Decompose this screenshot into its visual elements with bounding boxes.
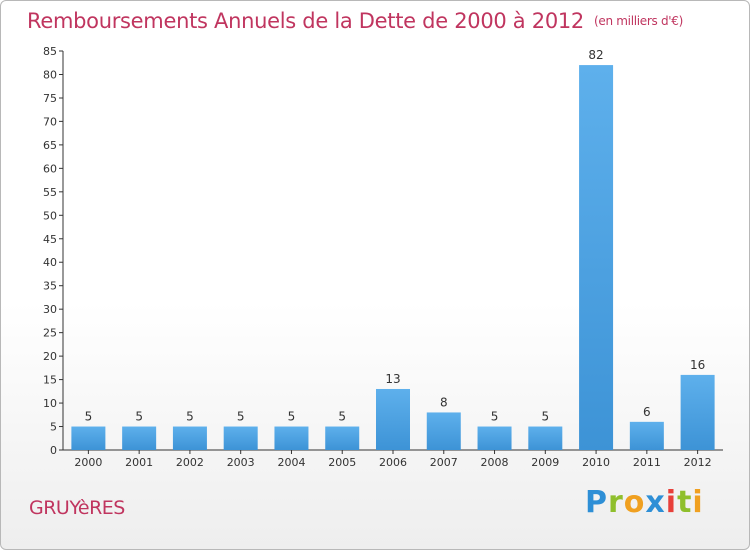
- logo-letter: r: [608, 485, 624, 520]
- y-tick-label: 0: [50, 444, 57, 457]
- bar: [477, 426, 512, 450]
- bar-value-label: 5: [338, 410, 346, 424]
- y-axis: 0 5 10 15 20 25 30 35 40 45 50 55 60 65 70 75 80 85: [43, 45, 64, 457]
- town-name: GRUYèRES: [29, 497, 125, 519]
- x-tick-label: 2006: [379, 456, 407, 469]
- y-tick-label: 35: [43, 280, 57, 293]
- y-tick-label: 75: [43, 92, 57, 105]
- chart-unit: (en milliers d'€): [594, 14, 684, 28]
- x-tick-label: 2012: [684, 456, 712, 469]
- proxiti-logo: Proxiti: [585, 485, 704, 520]
- bar-value-label: 5: [237, 410, 245, 424]
- bar-value-label: 13: [385, 372, 400, 386]
- y-tick-label: 85: [43, 45, 57, 58]
- bar: [223, 426, 258, 450]
- x-tick-label: 2010: [582, 456, 610, 469]
- x-tick-label: 2005: [328, 456, 356, 469]
- logo-letter: t: [677, 485, 693, 520]
- bar-value-label: 5: [491, 410, 499, 424]
- logo-letter: i: [665, 485, 678, 520]
- y-tick-label: 20: [43, 350, 57, 363]
- y-tick-label: 40: [43, 256, 57, 269]
- x-axis: 2000 2001 2002 2003 2004 2005 2006 2007 2008 2009…: [63, 449, 723, 469]
- y-tick-label: 15: [43, 374, 57, 387]
- y-tick-label: 80: [43, 68, 57, 81]
- bar-value-label: 6: [643, 405, 651, 419]
- logo-letter: i: [692, 485, 704, 520]
- y-tick-label: 25: [43, 327, 57, 340]
- bar: [71, 426, 106, 450]
- bar-value-label: 82: [588, 48, 603, 62]
- x-tick-label: 2008: [481, 456, 509, 469]
- y-tick-label: 70: [43, 115, 57, 128]
- x-tick-label: 2001: [125, 456, 153, 469]
- y-tick-label: 10: [43, 397, 57, 410]
- logo-letter: o: [623, 485, 646, 520]
- bar: [528, 426, 563, 450]
- logo-letter: x: [645, 485, 666, 520]
- y-tick-label: 60: [43, 162, 57, 175]
- bar-value-label: 5: [288, 410, 296, 424]
- x-tick-label: 2000: [74, 456, 102, 469]
- bar: [122, 426, 157, 450]
- bar-value-label: 5: [85, 410, 93, 424]
- y-tick-label: 50: [43, 209, 57, 222]
- bar-value-label: 8: [440, 395, 448, 409]
- bar: [680, 374, 715, 450]
- y-tick-label: 65: [43, 139, 57, 152]
- bar: [376, 388, 410, 450]
- x-tick-label: 2002: [176, 456, 204, 469]
- bars: 5 5 5 5 5 5 13 8 5 5 82 6 16: [71, 48, 715, 451]
- x-tick-label: 2011: [633, 456, 661, 469]
- x-tick-label: 2003: [227, 456, 255, 469]
- bar-value-label: 5: [135, 410, 143, 424]
- y-tick-label: 30: [43, 303, 57, 316]
- y-tick-label: 5: [50, 421, 57, 434]
- bar: [274, 426, 309, 450]
- bar-value-label: 5: [186, 410, 194, 424]
- y-tick-label: 55: [43, 186, 57, 199]
- chart-title-text: Remboursements Annuels de la Dette de 20…: [27, 9, 584, 33]
- x-tick-label: 2004: [277, 456, 305, 469]
- chart-title: Remboursements Annuels de la Dette de 20…: [27, 9, 683, 33]
- bar-value-label: 16: [690, 358, 705, 372]
- bar: [426, 412, 461, 450]
- bar: [579, 65, 614, 451]
- x-tick-label: 2009: [531, 456, 559, 469]
- bar: [172, 426, 207, 450]
- bar: [629, 421, 664, 450]
- bar: [325, 426, 360, 450]
- logo-letter: P: [585, 485, 608, 520]
- y-tick-label: 45: [43, 233, 57, 246]
- x-tick-label: 2007: [430, 456, 458, 469]
- bar-value-label: 5: [541, 410, 549, 424]
